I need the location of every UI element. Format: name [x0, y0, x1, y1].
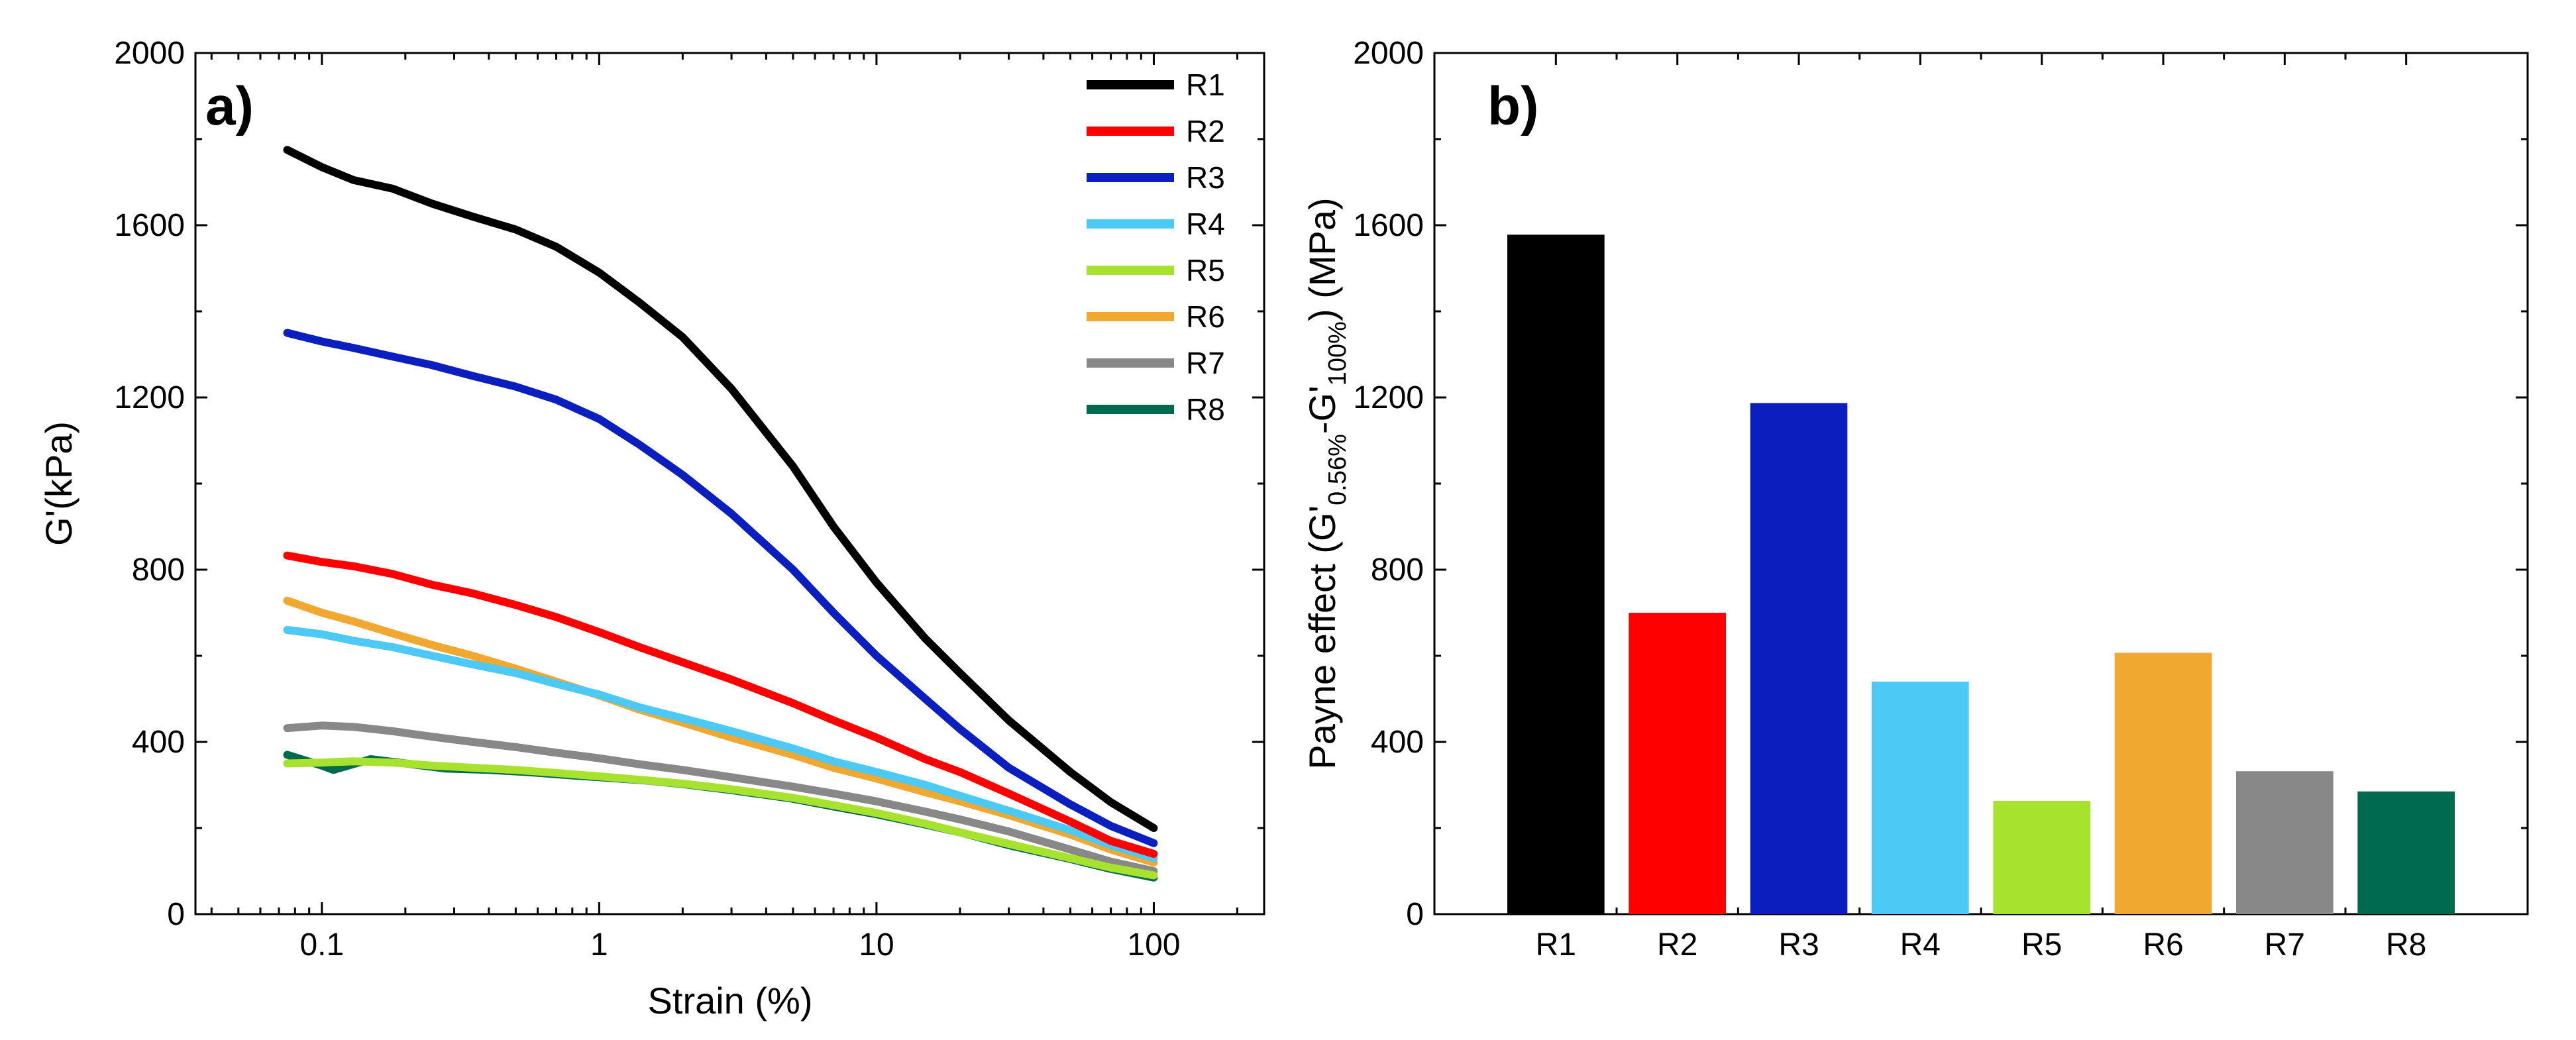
panel-a-y-axis-title: G'(kPa)	[38, 421, 80, 546]
series-line-r3	[283, 329, 1158, 847]
x-tick-label: 0.1	[299, 927, 344, 962]
y-tick-label: 2000	[1353, 36, 1424, 71]
x-tick-label: R1	[1536, 927, 1576, 962]
series-line-r4	[283, 626, 1158, 862]
panel-a-legend: R1 R2 R3 R4 R5 R6 R7 R8	[1087, 68, 1225, 427]
x-tick-label: R3	[1778, 927, 1819, 962]
panel-b-bars	[1507, 234, 2455, 914]
y-tick-label: 1600	[114, 208, 185, 243]
bar-r6	[2114, 652, 2212, 914]
panel-a-x-axis-title: Strain (%)	[648, 980, 813, 1021]
series-line-r2	[283, 551, 1158, 858]
x-tick-label: R8	[2386, 927, 2426, 962]
legend-label-r4: R4	[1186, 207, 1225, 241]
x-tick-label: R5	[2021, 927, 2062, 962]
y-tick-label: 400	[132, 725, 185, 760]
bar-r3	[1750, 403, 1848, 914]
legend-label-r8: R8	[1186, 392, 1225, 427]
bar-r4	[1872, 682, 1969, 914]
panel-b: 0 400 800 1200 1600 2000 R1 R2 R3 R4 R5 R6 R7 R8 b) P…	[1301, 36, 2529, 962]
legend-label-r6: R6	[1186, 299, 1225, 334]
panel-a-label: a)	[205, 76, 254, 136]
x-tick-label: 10	[859, 927, 894, 962]
y-title-suffix: ) (MPa)	[1301, 197, 1343, 321]
y-title-sub2: 100%	[1324, 321, 1352, 386]
panel-b-ticks: 0 400 800 1200 1600 2000 R1 R2 R3 R4 R5 R6 R7 R8	[1353, 36, 2528, 962]
x-tick-label: 100	[1127, 927, 1180, 962]
y-tick-label: 1200	[1353, 380, 1424, 415]
bar-r8	[2357, 791, 2455, 914]
x-tick-label: R2	[1657, 927, 1697, 962]
y-tick-label: 1200	[114, 380, 185, 415]
bar-r7	[2236, 771, 2334, 914]
legend-label-r3: R3	[1186, 160, 1225, 195]
bar-r1	[1507, 234, 1605, 914]
panel-a-series	[283, 146, 1158, 882]
x-tick-label: R6	[2143, 927, 2183, 962]
y-tick-label: 0	[1406, 897, 1424, 932]
x-tick-label: 1	[590, 927, 608, 962]
y-tick-label: 400	[1371, 725, 1424, 760]
series-line-r6	[283, 596, 1158, 866]
y-tick-label: 800	[132, 552, 185, 588]
y-tick-label: 0	[167, 897, 185, 932]
legend-label-r5: R5	[1186, 253, 1225, 287]
y-tick-label: 2000	[114, 36, 185, 71]
legend-label-r1: R1	[1186, 68, 1225, 102]
legend-label-r7: R7	[1186, 346, 1225, 380]
x-tick-label: R7	[2265, 927, 2305, 962]
panel-b-y-axis-title: Payne effect (G'0.56%-G'100%) (MPa)	[1301, 197, 1352, 769]
bar-r2	[1629, 613, 1726, 914]
series-line-r5	[283, 757, 1158, 880]
panel-a-ticks: 0 400 800 1200 1600 2000 0.1 1 10 100	[114, 36, 1264, 962]
y-title-sub1: 0.56%	[1324, 434, 1352, 505]
y-tick-label: 800	[1371, 552, 1424, 588]
panel-b-label: b)	[1487, 76, 1538, 136]
y-title-mid: -G'	[1301, 386, 1343, 434]
bar-r5	[1993, 801, 2090, 914]
legend-label-r2: R2	[1186, 114, 1225, 148]
y-title-prefix: Payne effect (G'	[1301, 505, 1343, 770]
y-tick-label: 1600	[1353, 208, 1424, 243]
series-line-r7	[283, 721, 1158, 875]
x-tick-label: R4	[1900, 927, 1941, 962]
series-line-r1	[283, 146, 1158, 832]
